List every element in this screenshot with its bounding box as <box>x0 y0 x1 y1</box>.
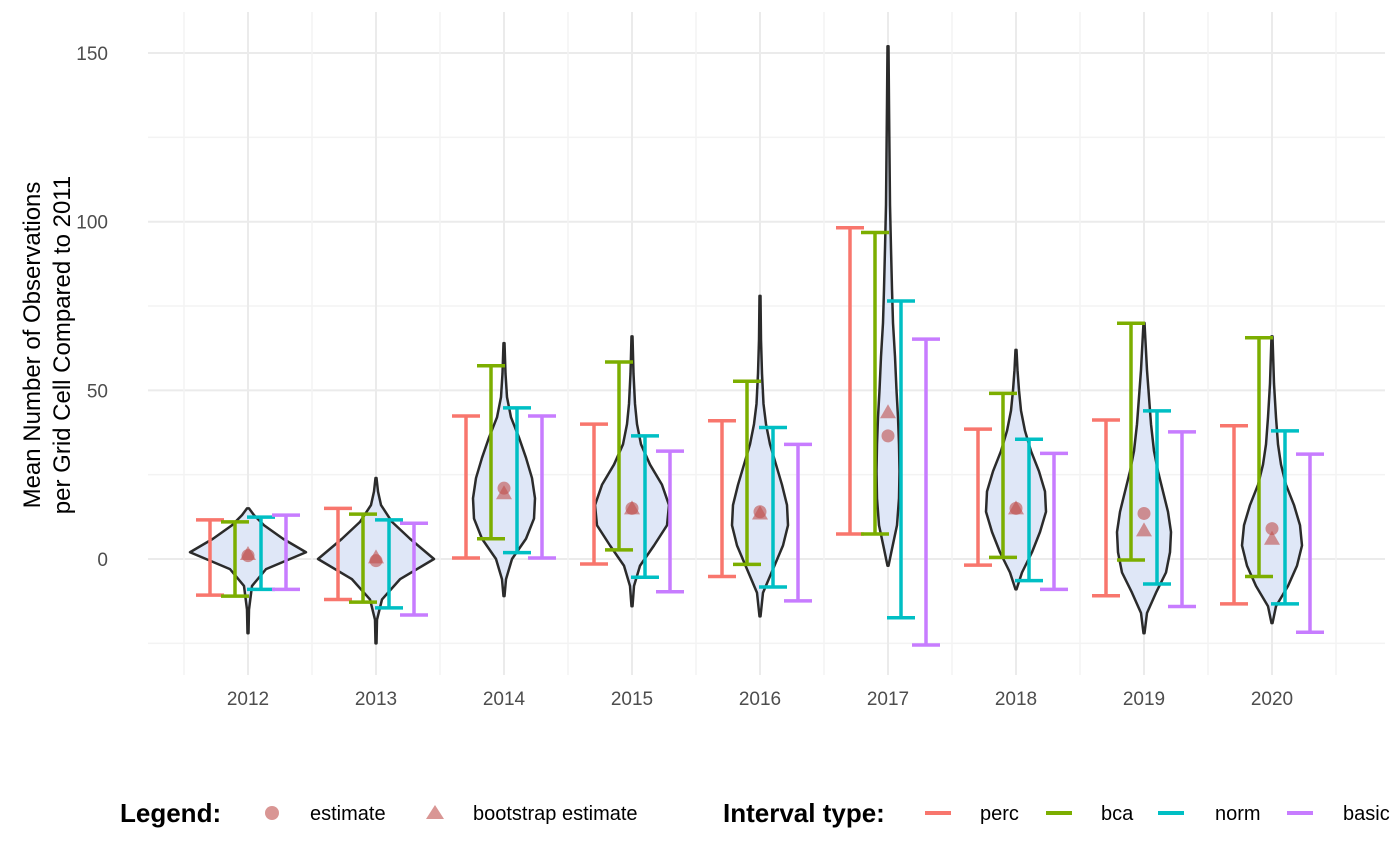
errorbar-basic-2020 <box>1296 452 1324 634</box>
errorbar-basic-2018 <box>1040 451 1068 592</box>
bootstrap-point-2014 <box>496 485 512 500</box>
errorbar-basic-2012 <box>272 513 300 592</box>
y-axis-title-line1: Mean Number of Observations <box>19 182 46 509</box>
errorbar-perc-2017 <box>836 226 864 536</box>
errorbar-bca-2017 <box>861 230 889 536</box>
legend-shape-title: Legend: <box>120 798 221 828</box>
legend-item-bca: bca <box>1101 803 1134 825</box>
bootstrap-point-2015 <box>624 500 640 515</box>
y-axis-title-line2: per Grid Cell Compared to 2011 <box>49 176 76 514</box>
y-tick-label: 100 <box>76 213 108 234</box>
errorbar-bca-2018 <box>989 391 1017 560</box>
x-tick-label-2015: 2015 <box>611 689 653 710</box>
x-tick-label-2014: 2014 <box>483 689 526 710</box>
errorbar-bca-2014 <box>477 363 505 541</box>
errorbar-bca-2020 <box>1245 335 1273 579</box>
errorbar-perc-2014 <box>452 414 480 560</box>
legend: Legend: estimate bootstrap estimate Inte… <box>120 798 1390 828</box>
errorbar-bca-2015 <box>605 360 633 552</box>
errorbar-norm-2019 <box>1143 409 1171 586</box>
legend-item-basic: basic <box>1343 803 1390 825</box>
errorbar-norm-2016 <box>759 425 787 589</box>
y-tick-label: 50 <box>87 381 108 402</box>
legend-item-estimate: estimate <box>310 803 386 825</box>
violin-2014 <box>471 341 537 598</box>
errorbar-perc-2016 <box>708 418 736 579</box>
errorbar-perc-2013 <box>324 506 352 602</box>
bootstrap-point-2016 <box>752 505 768 520</box>
violin-2018 <box>984 348 1048 591</box>
bootstrap-point-2013 <box>368 549 384 564</box>
errorbar-bca-2013 <box>349 512 377 604</box>
x-tick-label-2017: 2017 <box>867 689 909 710</box>
errorbar-basic-2014 <box>528 414 556 560</box>
interval-errorbars <box>196 226 1324 647</box>
estimate-point-2017 <box>881 429 895 443</box>
bootstrap-triangle-icon <box>426 805 444 819</box>
x-tick-label-2013: 2013 <box>355 689 397 710</box>
y-tick-label: 150 <box>76 44 108 65</box>
errorbar-norm-2017 <box>887 299 915 620</box>
errorbar-bca-2012 <box>221 520 249 598</box>
estimate-point-2019 <box>1137 506 1151 520</box>
violin-2012 <box>188 507 308 635</box>
bootstrap-point-2017 <box>880 404 896 419</box>
violin-2019 <box>1115 321 1173 635</box>
y-tick-label: 0 <box>97 550 108 571</box>
errorbar-norm-2014 <box>503 406 531 555</box>
errorbar-basic-2017 <box>912 337 940 647</box>
errorbar-norm-2015 <box>631 434 659 579</box>
bootstrap-point-2019 <box>1136 522 1152 537</box>
bootstrap-point-2012 <box>240 545 256 560</box>
x-tick-label-2018: 2018 <box>995 689 1037 710</box>
errorbar-perc-2018 <box>964 427 992 567</box>
x-tick-label-2016: 2016 <box>739 689 781 710</box>
errorbar-perc-2019 <box>1092 418 1120 598</box>
estimate-point-2020 <box>1265 522 1279 536</box>
legend-item-perc: perc <box>980 803 1019 825</box>
y-axis: 0 50 100 150 <box>76 44 108 571</box>
errorbar-basic-2015 <box>656 449 684 594</box>
errorbar-norm-2018 <box>1015 437 1043 583</box>
x-tick-label-2019: 2019 <box>1123 689 1165 710</box>
legend-item-norm: norm <box>1215 803 1261 825</box>
legend-interval-title: Interval type: <box>723 798 885 828</box>
errorbar-basic-2019 <box>1168 430 1196 609</box>
x-axis: 2012 2013 2014 2015 2016 2017 2018 2019 2020 <box>227 689 1293 710</box>
errorbar-basic-2016 <box>784 442 812 603</box>
x-tick-label-2020: 2020 <box>1251 689 1293 710</box>
estimate-points <box>240 404 1280 568</box>
errorbar-norm-2020 <box>1271 429 1299 606</box>
estimate-circle-icon <box>265 806 279 820</box>
errorbar-perc-2012 <box>196 518 224 597</box>
errorbar-bca-2019 <box>1117 321 1145 562</box>
violin-2016 <box>730 294 790 618</box>
errorbar-basic-2013 <box>400 521 428 617</box>
errorbar-perc-2020 <box>1220 424 1248 606</box>
y-axis-title: Mean Number of Observations per Grid Cel… <box>19 176 76 514</box>
bootstrap-point-2020 <box>1264 530 1280 545</box>
errorbar-norm-2012 <box>247 515 275 592</box>
legend-item-bootstrap: bootstrap estimate <box>473 803 638 825</box>
violin-2020 <box>1240 335 1304 625</box>
errorbar-norm-2013 <box>375 518 403 610</box>
errorbar-perc-2015 <box>580 422 608 566</box>
violin-2015 <box>593 335 671 608</box>
bootstrap-point-2018 <box>1008 500 1024 515</box>
x-tick-label-2012: 2012 <box>227 689 269 710</box>
errorbar-bca-2016 <box>733 379 761 567</box>
